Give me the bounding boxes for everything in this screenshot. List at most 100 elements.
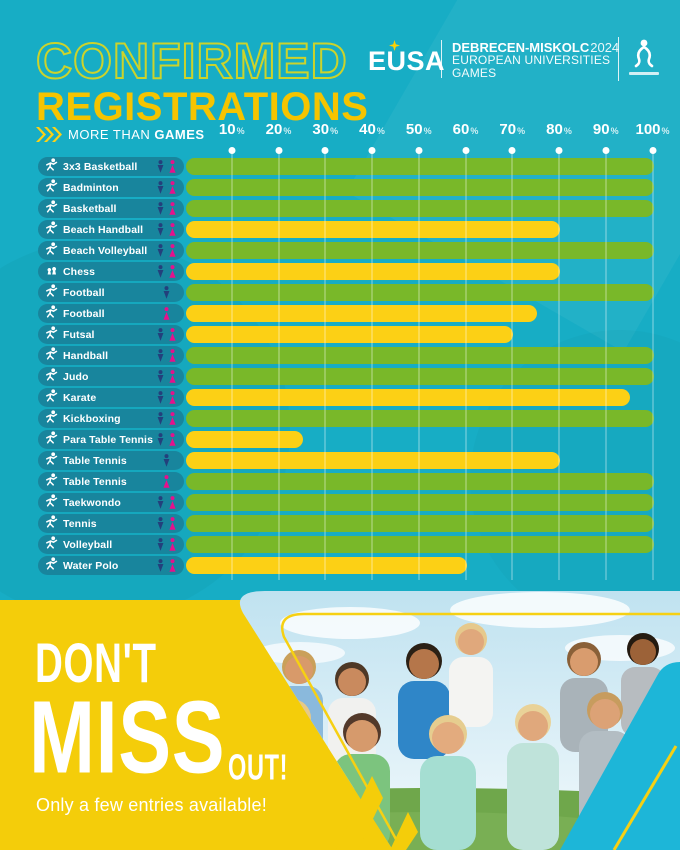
badminton-icon [45,178,58,197]
gender-icons [155,223,177,236]
women-icon [168,412,176,425]
men-icon [157,328,163,341]
axis-dot [649,147,656,154]
sport-row-label: Table Tennis [38,472,184,491]
sport-name: Water Polo [63,559,119,572]
women-icon [162,307,170,320]
grid-line [371,150,373,580]
sport-name: Beach Volleyball [63,244,148,257]
gender-icons [155,475,177,488]
gender-icons [155,538,177,551]
sport-row-label: Futsal [38,325,184,344]
3x3-basketball-icon [45,157,58,176]
group-photo [239,591,680,850]
registration-bar [186,410,654,427]
registration-bar [186,494,654,511]
football-icon [45,283,58,302]
gender-icons [155,559,177,572]
sport-name: Handball [63,349,109,362]
event-subtitle: EUROPEAN UNIVERSITIES [452,53,611,67]
men-icon [157,496,163,509]
registration-bar [186,515,654,532]
registration-bar [186,347,654,364]
sport-name: Para Table Tennis [63,433,154,446]
handball-icon [45,346,58,365]
sport-name: Chess [63,265,96,278]
chess-icon [45,263,58,281]
sport-name: Table Tennis [63,454,127,467]
women-icon [168,559,176,572]
title-registrations: REGISTRATIONS [36,85,368,129]
frame-line [281,612,680,850]
men-icon [157,370,163,383]
footer-dont: DON'T [35,631,157,695]
registration-bar [186,536,654,553]
women-icon [168,223,176,236]
axis-dot [368,147,376,154]
sport-row-label: Football [38,304,184,323]
sport-name: Basketball [63,202,117,215]
men-icon [157,244,163,257]
x-tick-label: 40% [359,121,385,138]
axis-dot [508,147,516,154]
header-divider [618,37,619,81]
tagline: MORE THAN GAMES [68,127,205,142]
women-icon [162,475,170,488]
x-tick-label: 50% [405,121,432,138]
grid-line [231,150,233,580]
registration-bar [186,368,654,385]
tagline-bold: GAMES [154,127,205,142]
sport-name: Football [63,286,105,299]
table-tennis-icon [45,472,58,491]
gender-icons [155,286,177,299]
beach-volleyball-icon [45,241,58,260]
grid-line [278,150,279,580]
women-icon [168,202,176,215]
women-icon [168,265,176,278]
sport-name: Beach Handball [63,223,144,236]
event-lockup: DEBRECEN-MISKOLC2024 EUROPEAN UNIVERSITI… [452,41,619,80]
sport-name: 3x3 Basketball [63,160,138,173]
title-block: CONFIRMED REGISTRATIONS [35,32,368,129]
event-year: 2024 [590,40,620,55]
sport-name: Karate [63,391,97,404]
judo-icon [45,367,58,386]
axis-dot [462,147,469,154]
men-icon [157,181,163,194]
gender-icons [155,202,177,215]
women-icon [168,517,176,530]
gender-icons [155,454,177,467]
sport-row-label: Karate [38,388,184,407]
women-icon [168,538,176,551]
sport-name: Football [63,307,105,320]
sport-row-label: Football [38,283,184,302]
registration-bar [186,200,654,217]
chevrons-icon [36,127,62,142]
gender-icons [155,496,177,509]
tennis-icon [45,514,58,533]
grid-line [418,150,420,580]
eusa-logo-text: EUSA [368,46,446,76]
men-icon [157,517,163,530]
men-icon [157,412,163,425]
axis-dot [415,147,423,154]
wedge [336,776,383,850]
sport-name: Kickboxing [63,412,121,425]
registration-bar [186,221,560,238]
eusa-logo: EUSA [368,46,445,77]
footer-out: OUT! [228,748,289,788]
grid-line [465,150,466,580]
registration-bar [186,431,303,448]
footer-subtitle: Only a few entries available! [36,795,267,815]
beach-handball-icon [45,220,58,239]
men-icon [163,454,169,467]
sport-name: Taekwondo [63,496,121,509]
sport-row-label: Judo [38,367,184,386]
axis-dot [228,147,236,154]
sport-row-label: Handball [38,346,184,365]
gender-icons [155,265,177,278]
men-icon [157,433,163,446]
futsal-icon [45,325,58,344]
men-icon [157,202,163,215]
